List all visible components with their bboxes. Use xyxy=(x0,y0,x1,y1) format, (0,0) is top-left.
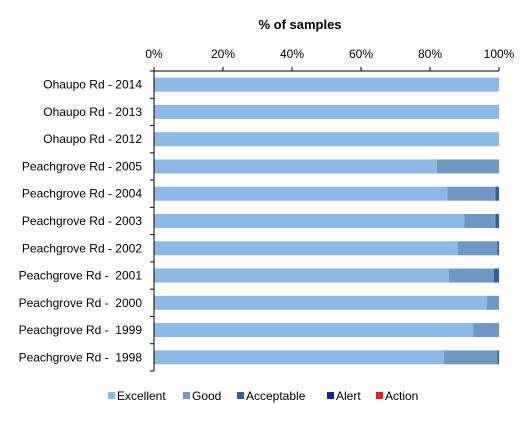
bar-excellent xyxy=(154,214,465,228)
bars xyxy=(154,77,499,365)
category-label: Ohaupo Rd - 2012 xyxy=(43,132,142,146)
bar-acceptable xyxy=(497,350,499,365)
legend-label: Good xyxy=(192,389,221,403)
legend-swatch xyxy=(376,392,383,399)
bar-good xyxy=(443,350,498,365)
category-label: Peachgrove Rd - 2002 xyxy=(22,241,142,255)
bar-acceptable xyxy=(495,186,499,201)
legend-swatch xyxy=(237,392,244,399)
bar-excellent xyxy=(154,77,499,92)
category-label: Peachgrove Rd - 2003 xyxy=(22,214,142,228)
bar-excellent xyxy=(154,323,474,338)
x-tick-label: 80% xyxy=(418,47,442,61)
bar-good xyxy=(473,323,499,338)
bar-good xyxy=(448,268,494,283)
bar-acceptable xyxy=(495,214,499,228)
bar-excellent xyxy=(154,295,487,310)
legend-swatch xyxy=(108,392,115,399)
bar-good xyxy=(436,159,499,174)
category-label: Ohaupo Rd - 2013 xyxy=(43,105,142,119)
category-label: Peachgrove Rd - 2004 xyxy=(22,187,142,201)
axes xyxy=(150,67,500,372)
bar-excellent xyxy=(154,268,449,283)
legend-label: Alert xyxy=(336,389,361,403)
x-tick-label: 60% xyxy=(349,47,373,61)
x-tick-label: 100% xyxy=(484,47,515,61)
category-label: Peachgrove Rd - 2001 xyxy=(19,269,143,283)
category-label: Peachgrove Rd - 2000 xyxy=(19,296,143,310)
category-label: Peachgrove Rd - 2005 xyxy=(22,159,142,173)
bar-excellent xyxy=(154,132,499,147)
legend-swatch xyxy=(183,392,190,399)
legend: Excellent Good Acceptable Alert Action xyxy=(108,389,418,403)
bar-excellent xyxy=(154,186,448,201)
bar-good xyxy=(457,241,498,256)
legend-label: Excellent xyxy=(117,389,166,403)
category-label: Peachgrove Rd - 1998 xyxy=(19,350,143,364)
legend-label: Action xyxy=(385,389,418,403)
x-tick-label: 0% xyxy=(145,47,163,61)
bar-excellent xyxy=(154,104,499,119)
bar-acceptable xyxy=(493,268,499,283)
bar-excellent xyxy=(154,350,444,365)
bar-good xyxy=(464,214,496,228)
bar-excellent xyxy=(154,241,458,256)
chart-title: % of samples xyxy=(258,17,341,32)
bar-good xyxy=(447,186,496,201)
category-label: Ohaupo Rd - 2014 xyxy=(43,78,142,92)
bar-acceptable xyxy=(497,241,499,256)
x-axis-ticks: 0% 20% 40% 60% 80% 100% xyxy=(145,47,514,61)
bar-good xyxy=(486,295,499,310)
legend-swatch xyxy=(327,392,334,399)
bar-excellent xyxy=(154,159,437,174)
category-label: Peachgrove Rd - 1999 xyxy=(19,323,143,337)
legend-label: Acceptable xyxy=(246,389,306,403)
x-tick-label: 20% xyxy=(211,47,235,61)
category-labels: Ohaupo Rd - 2014 Ohaupo Rd - 2013 Ohaupo R… xyxy=(19,78,143,365)
x-tick-label: 40% xyxy=(280,47,304,61)
